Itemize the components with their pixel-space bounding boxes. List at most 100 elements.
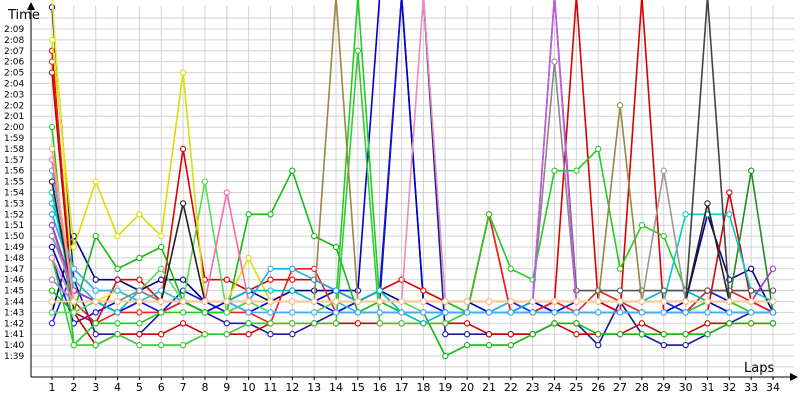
data-point (179, 309, 187, 316)
data-point (660, 287, 667, 294)
data-point (114, 331, 121, 338)
data-point (179, 320, 187, 327)
data-point (529, 298, 536, 305)
data-point (48, 123, 56, 131)
series-2 (48, 0, 777, 327)
data-point (704, 309, 711, 316)
data-point (704, 200, 711, 207)
series-line (51, 181, 773, 303)
data-point (616, 309, 624, 316)
data-point (289, 320, 296, 327)
data-point (223, 331, 230, 338)
data-point (332, 287, 340, 294)
data-point (92, 298, 99, 305)
data-point (289, 298, 296, 305)
y-tick-label: 1:59 (4, 134, 24, 144)
data-point (660, 232, 667, 240)
data-point (704, 298, 711, 305)
y-tick-label: 1:58 (4, 145, 24, 155)
x-tick-label: 3 (92, 381, 99, 394)
data-point (507, 341, 514, 349)
y-tick-label: 2:03 (4, 90, 24, 100)
data-point (179, 298, 187, 305)
x-tick-label: 26 (591, 381, 605, 394)
data-point (726, 309, 733, 316)
data-point (420, 287, 427, 294)
data-point (48, 309, 56, 316)
y-tick-label: 1:42 (4, 319, 24, 329)
data-point (289, 167, 296, 174)
data-point (573, 331, 580, 338)
data-point (158, 265, 165, 272)
y-tick-label: 2:00 (4, 123, 24, 133)
x-tick-label: 32 (722, 381, 736, 394)
data-point (70, 341, 77, 349)
data-point (92, 331, 99, 338)
x-tick-label: 30 (679, 381, 693, 394)
data-point (354, 298, 362, 305)
x-tick-label: 22 (504, 381, 518, 394)
data-point (442, 309, 449, 316)
data-point (136, 309, 143, 316)
data-point (660, 167, 667, 174)
data-point (70, 298, 77, 305)
data-point (311, 309, 318, 316)
y-tick-label: 2:07 (4, 47, 24, 57)
y-tick-label: 1:51 (4, 221, 24, 231)
data-point (573, 320, 580, 327)
data-point (92, 320, 99, 327)
data-point (48, 287, 56, 294)
data-point (573, 309, 580, 316)
y-tick-label: 1:54 (4, 189, 24, 199)
data-point (267, 331, 274, 338)
series-8 (48, 69, 777, 349)
data-point (398, 320, 405, 327)
data-point (267, 309, 274, 316)
y-tick-label: 2:06 (4, 58, 24, 68)
data-point (289, 331, 296, 338)
data-point (48, 178, 56, 185)
data-point (267, 298, 274, 305)
data-point (267, 320, 274, 327)
data-point (660, 298, 667, 305)
data-point (136, 287, 143, 294)
data-point (638, 331, 646, 338)
series-10 (48, 0, 777, 349)
data-point (92, 232, 99, 240)
y-tick-label: 1:50 (4, 232, 24, 242)
y-tick-labels: 1:391:401:411:421:431:441:451:461:471:48… (4, 25, 24, 362)
data-point (48, 222, 56, 229)
data-point (48, 298, 56, 305)
y-tick-label: 1:52 (4, 210, 24, 220)
data-point (463, 298, 471, 305)
y-tick-label: 1:45 (4, 287, 24, 297)
data-point (726, 211, 733, 218)
data-point (114, 320, 121, 327)
data-point (485, 331, 493, 338)
data-point (158, 243, 165, 251)
data-point (704, 320, 711, 327)
data-point (463, 331, 471, 338)
data-point (158, 341, 165, 349)
data-point (48, 211, 56, 218)
y-tick-label: 1:46 (4, 276, 24, 286)
data-point (704, 287, 711, 294)
data-point (223, 298, 230, 305)
data-point (398, 298, 405, 305)
data-point (769, 309, 777, 316)
x-tick-label: 29 (657, 381, 671, 394)
y-tick-label: 1:43 (4, 308, 24, 318)
x-tick-label: 6 (158, 381, 165, 394)
series-line (51, 0, 774, 325)
x-tick-label: 7 (180, 381, 187, 394)
data-point (245, 254, 252, 262)
data-point (179, 200, 187, 207)
data-point (376, 298, 383, 305)
data-point (420, 320, 427, 327)
x-tick-label: 18 (416, 381, 430, 394)
x-tick-label: 21 (482, 381, 496, 394)
data-point (201, 178, 209, 185)
y-tick-label: 1:40 (4, 341, 24, 351)
data-point (507, 265, 514, 272)
